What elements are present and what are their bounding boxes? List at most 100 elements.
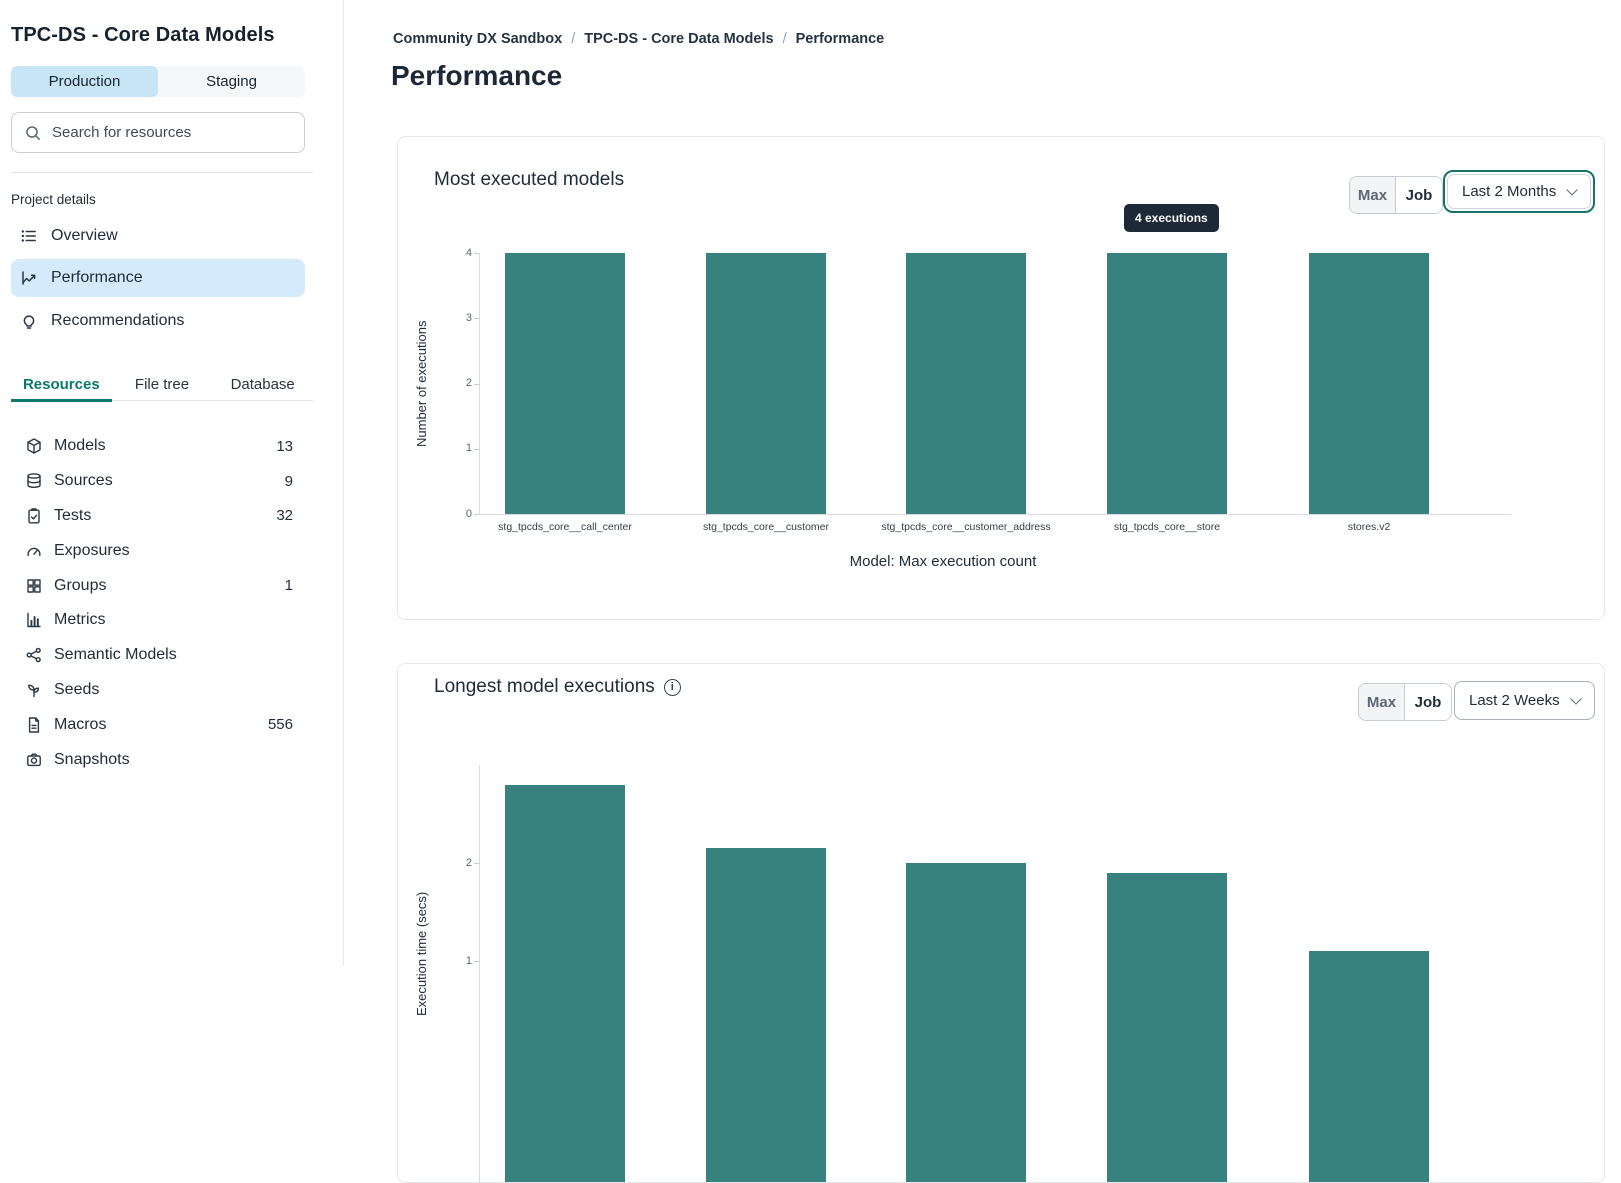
project-details-label: Project details	[11, 192, 96, 207]
list-icon	[21, 230, 36, 242]
bar-stg_tpcds_core__customer_address[interactable]	[906, 253, 1026, 514]
tab-database[interactable]: Database	[230, 375, 295, 393]
info-icon[interactable]: i	[663, 678, 681, 696]
y-tick-mark	[474, 863, 479, 864]
clipboard-icon	[28, 508, 40, 524]
project-title: TPC-DS - Core Data Models	[11, 24, 275, 46]
page-title: Performance	[391, 60, 563, 91]
y-tick-mark	[474, 448, 479, 450]
sidebar-item-recommendations[interactable]: Recommendations	[11, 303, 305, 339]
cube-icon	[27, 438, 41, 455]
sidebar-item-exposures[interactable]: Exposures	[11, 533, 305, 568]
y-tick-mark	[474, 514, 479, 515]
breadcrumb-separator: /	[571, 31, 576, 47]
longest-model-executions-card: Longest model executions i Max Job Last …	[397, 663, 1605, 1183]
sidebar-item-snapshots[interactable]: Snapshots	[11, 742, 305, 777]
sidebar-item-macros[interactable]: Macros 556	[11, 707, 305, 742]
date-range-select[interactable]: Last 2 Weeks	[1454, 681, 1595, 720]
tab-resources[interactable]: Resources	[11, 368, 112, 402]
x-axis-line	[479, 514, 1511, 515]
date-range-value: Last 2 Months	[1462, 183, 1557, 200]
sidebar-item-metrics[interactable]: Metrics	[11, 603, 305, 638]
trend-icon	[22, 271, 36, 285]
main-content: Community DX Sandbox / TPC-DS - Core Dat…	[344, 0, 1621, 1183]
resource-label: Macros	[54, 715, 107, 733]
bar-stores.v2[interactable]	[1309, 253, 1429, 514]
nodes-icon	[26, 647, 41, 663]
date-range-select-wrapper: Last 2 Months	[1443, 170, 1596, 213]
bar-rank-5[interactable]	[1309, 951, 1429, 1182]
x-category-label: stg_tpcds_core__customer	[702, 521, 830, 533]
sidebar-item-tests[interactable]: Tests 32	[11, 499, 305, 534]
aggregation-toggle: Max Job	[1349, 176, 1443, 214]
max-toggle-button[interactable]: Max	[1359, 684, 1405, 720]
bar-stg_tpcds_core__store[interactable]	[1107, 253, 1227, 514]
bar-stg_tpcds_core__customer[interactable]	[706, 253, 826, 514]
x-axis-title: Model: Max execution count	[849, 553, 1037, 570]
database-icon	[27, 473, 41, 489]
resource-label: Groups	[54, 576, 107, 594]
sidebar-item-label: Performance	[51, 269, 143, 286]
y-tick-mark	[474, 961, 479, 962]
resource-label: Models	[54, 437, 106, 455]
bar-stg_tpcds_core__call_center[interactable]	[505, 253, 625, 514]
breadcrumb-current-page: Performance	[795, 31, 885, 47]
sprout-icon	[28, 684, 40, 698]
resource-label: Exposures	[54, 541, 130, 559]
sidebar-item-label: Recommendations	[51, 312, 185, 329]
date-range-select[interactable]: Last 2 Months	[1447, 174, 1592, 209]
job-toggle-button[interactable]: Job	[1396, 177, 1442, 213]
environment-tabs: Production Staging	[11, 66, 305, 97]
bar-rank-2[interactable]	[706, 848, 826, 1182]
y-axis-label: Number of executions	[414, 320, 429, 447]
tab-production[interactable]: Production	[11, 66, 158, 97]
sidebar-item-performance[interactable]: Performance	[11, 259, 305, 297]
tab-file-tree[interactable]: File tree	[134, 375, 190, 393]
y-tick-label: 1	[465, 954, 472, 967]
max-toggle-button[interactable]: Max	[1350, 177, 1396, 213]
y-tick-label: 4	[465, 246, 472, 259]
chevron-down-icon	[1566, 183, 1578, 196]
bar-rank-3[interactable]	[906, 863, 1026, 1182]
barchart-icon	[27, 613, 41, 628]
y-tick-label: 1	[465, 442, 472, 455]
resource-label: Semantic Models	[54, 646, 177, 664]
y-tick-label: 2	[465, 856, 472, 869]
search-input[interactable]	[52, 124, 292, 141]
resource-label: Tests	[54, 506, 92, 524]
sidebar-item-groups[interactable]: Groups 1	[11, 568, 305, 603]
sidebar-item-semantic-models[interactable]: Semantic Models	[11, 638, 305, 673]
chart-tooltip: 4 executions	[1124, 204, 1219, 232]
resource-count: 32	[276, 507, 293, 525]
gauge-icon	[27, 547, 41, 556]
job-toggle-button[interactable]: Job	[1405, 684, 1451, 720]
breadcrumb-link-project[interactable]: TPC-DS - Core Data Models	[584, 31, 774, 47]
y-tick-label: 0	[465, 507, 472, 520]
bar-rank-4[interactable]	[1107, 872, 1227, 1182]
breadcrumb-link-account[interactable]: Community DX Sandbox	[393, 31, 563, 47]
sidebar-item-overview[interactable]: Overview	[11, 218, 305, 254]
x-category-label: stg_tpcds_core__customer_address	[881, 521, 1051, 533]
sidebar-item-seeds[interactable]: Seeds	[11, 673, 305, 708]
sidebar-item-models[interactable]: Models 13	[11, 429, 305, 464]
y-tick-label: 2	[465, 377, 472, 389]
x-category-label: stg_tpcds_core__store	[1113, 521, 1221, 533]
lightbulb-icon	[23, 315, 35, 329]
x-category-label: stg_tpcds_core__call_center	[498, 521, 632, 533]
sidebar-item-sources[interactable]: Sources 9	[11, 464, 305, 499]
search-icon	[26, 125, 40, 140]
resource-label: Snapshots	[54, 750, 130, 768]
grid-icon	[27, 578, 41, 593]
search-box[interactable]	[11, 112, 305, 153]
date-range-value: Last 2 Weeks	[1469, 692, 1560, 709]
bar-rank-1[interactable]	[505, 784, 625, 1182]
resource-count: 1	[284, 577, 293, 595]
camera-icon	[27, 753, 41, 766]
tab-staging[interactable]: Staging	[158, 66, 305, 97]
resource-label: Metrics	[54, 611, 106, 629]
resource-list: Models 13 Sources 9 Tests 32 Exposures Groups 1 M…	[11, 429, 305, 777]
card-title: Longest model executions i	[434, 676, 681, 698]
resource-count: 9	[284, 472, 293, 490]
resource-label: Sources	[54, 472, 113, 490]
resource-count: 13	[276, 437, 293, 455]
